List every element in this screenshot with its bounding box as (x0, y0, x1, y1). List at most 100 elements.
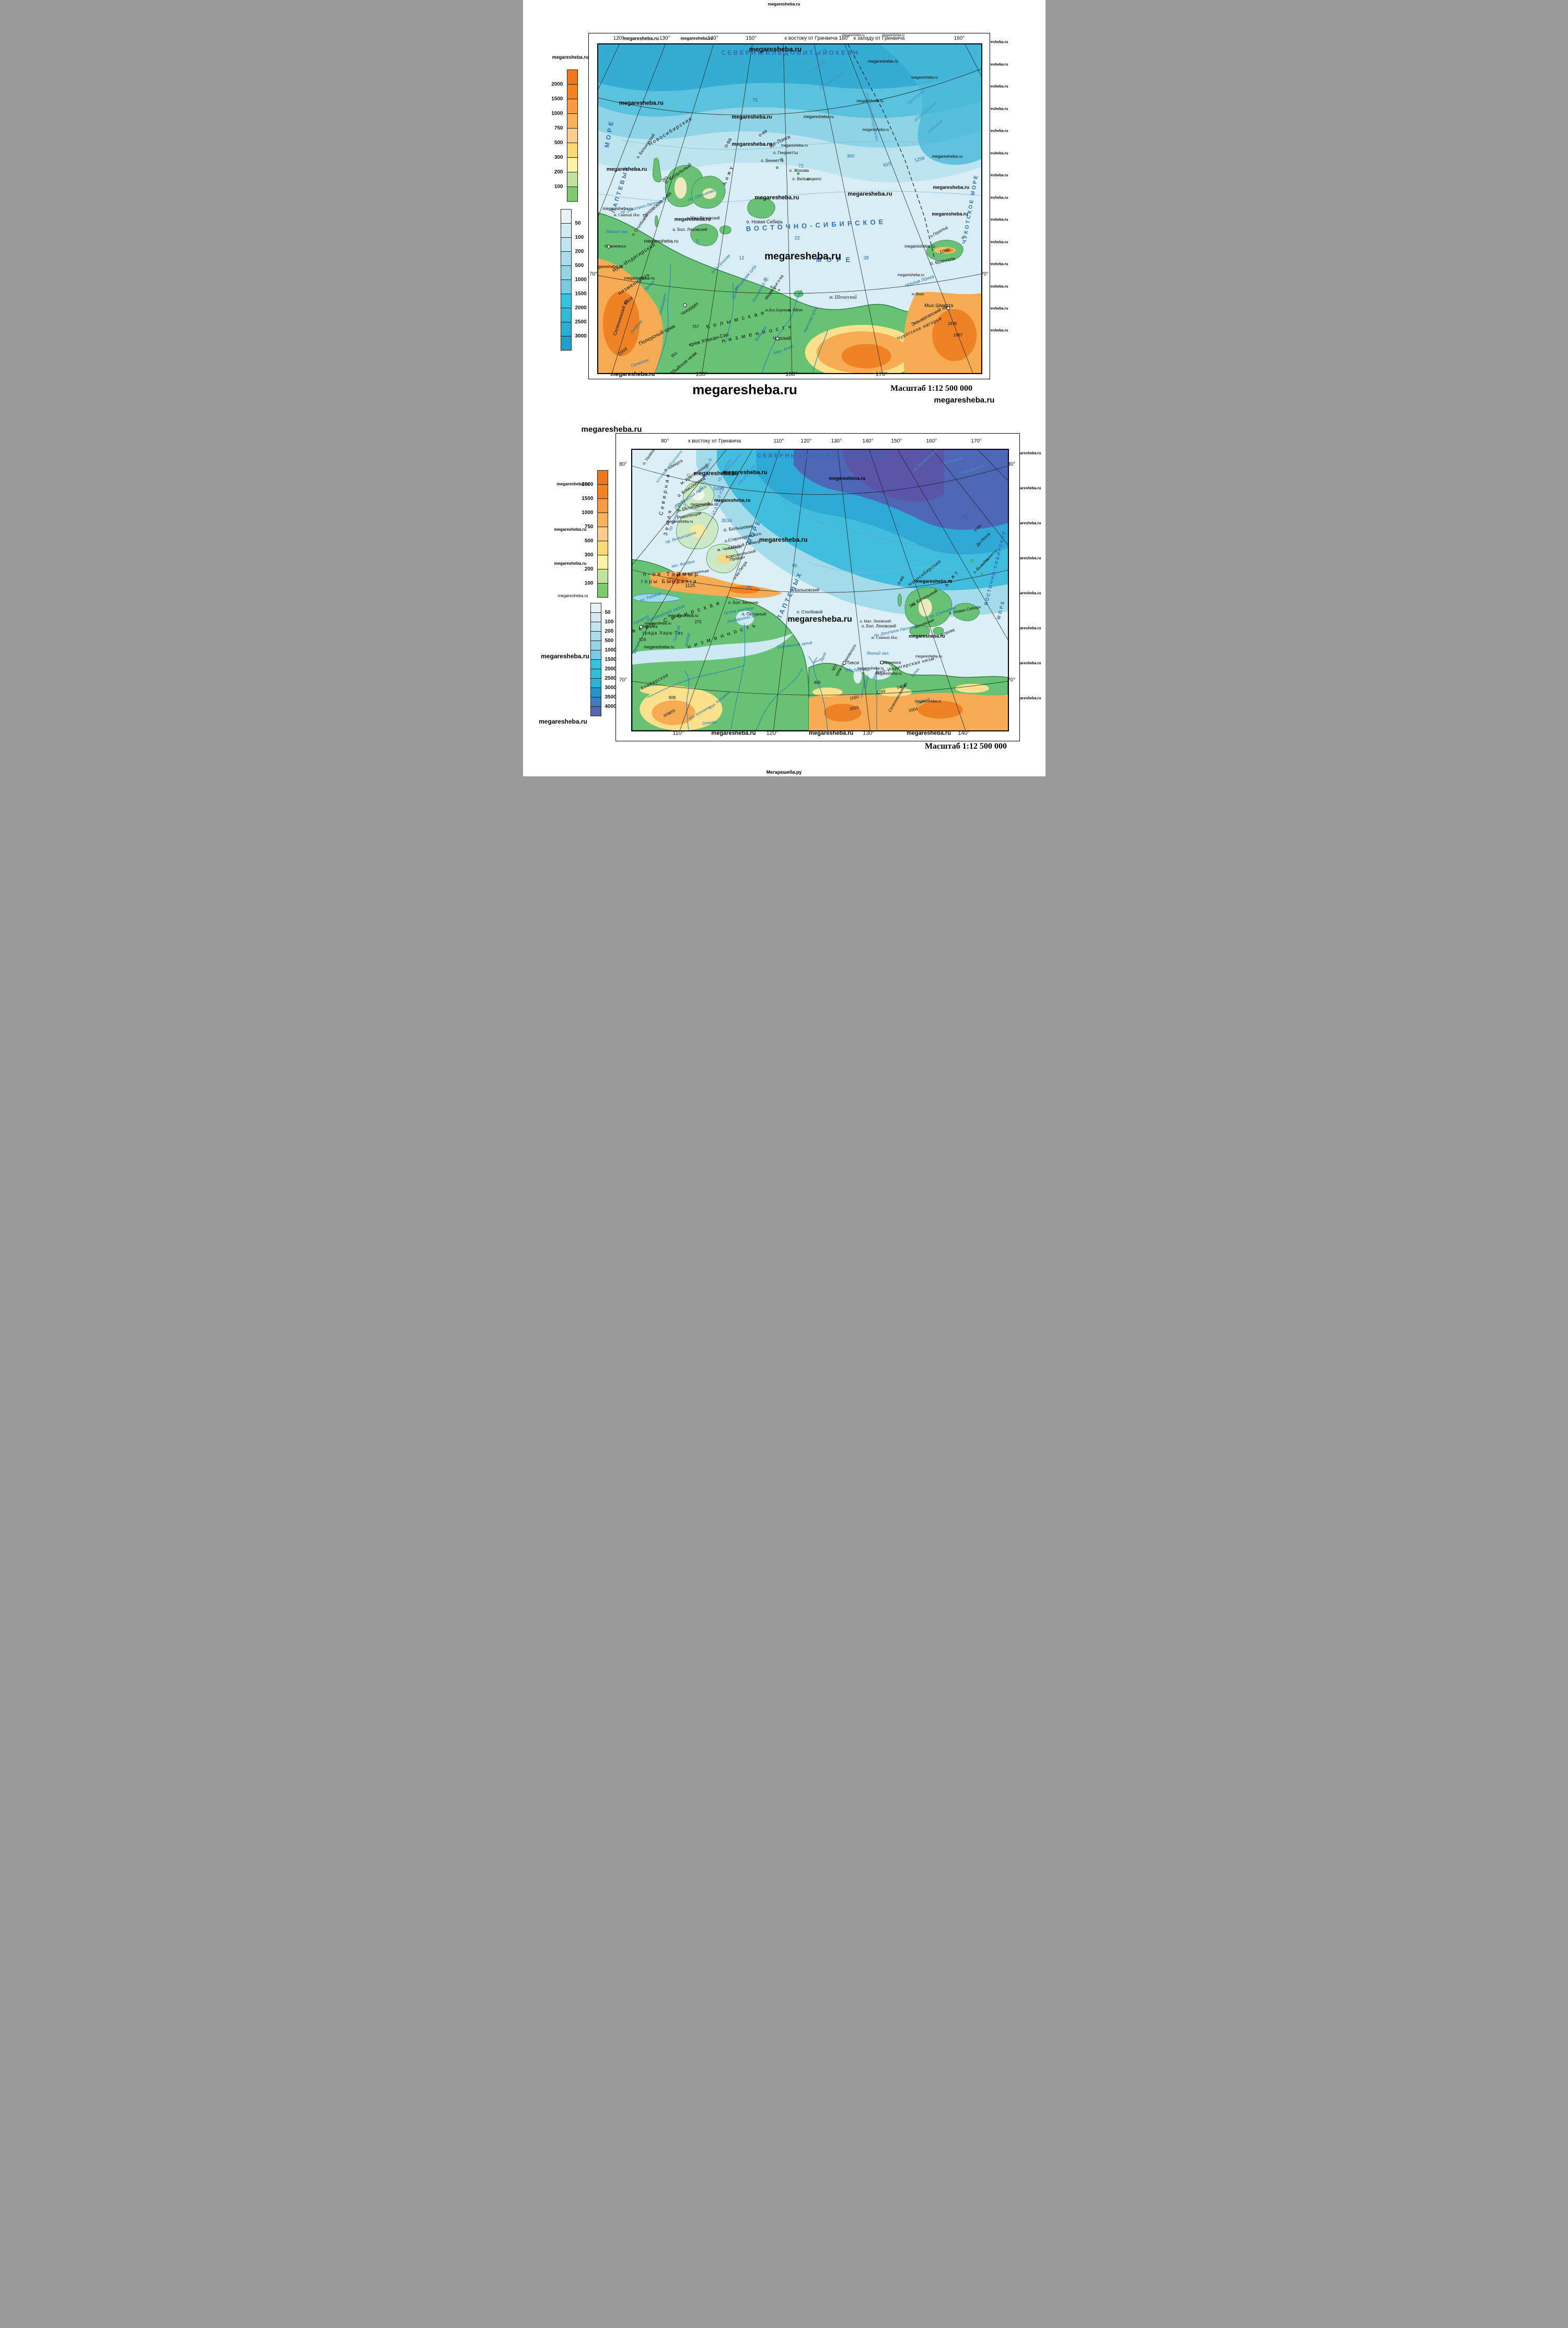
watermark: megaresheba.ru (980, 129, 1008, 133)
watermark: megaresheba.ru (552, 54, 589, 60)
longitude-label: 160° (954, 35, 965, 41)
watermark: megaresheba.ru (934, 395, 995, 405)
map-label: 4 (763, 276, 766, 282)
map-label: 1299 (876, 689, 886, 695)
map-label: 2015 (849, 704, 860, 712)
map-label: о. Бол. Бегичев (728, 600, 759, 606)
watermark: megaresheba.ru (557, 593, 588, 598)
legend-value: 2000 (605, 666, 617, 672)
map-label: 908 (668, 695, 676, 700)
map-label: 38 (863, 255, 869, 261)
watermark: megaresheba.ru (768, 2, 800, 7)
legend-value: 2000 (575, 305, 587, 311)
watermark: megaresheba.ru (980, 40, 1008, 44)
watermark: megaresheba.ru (666, 520, 693, 524)
legend-value: 500 (575, 263, 584, 269)
watermark: megaresheba.ru (980, 152, 1008, 156)
watermark: megaresheba.ru (723, 469, 768, 476)
longitude-label: 160° (785, 371, 797, 378)
watermark: megaresheba.ru (980, 196, 1008, 200)
east-siberian-sea-label: МОРЕ (995, 599, 1006, 620)
longitude-label: 110° (773, 438, 784, 444)
map-label: Бол. Куонамка (688, 705, 712, 721)
legend-cell: 100 (585, 569, 608, 586)
map-label: котловина (805, 59, 827, 76)
watermark: megaresheba.ru (610, 371, 655, 378)
watermark: megaresheba.ru (904, 244, 935, 249)
longitude-label: 170° (875, 371, 888, 378)
map-label: Новосибирские (647, 115, 694, 147)
map-label: 12 (739, 255, 745, 261)
legend-cell: 1500 (551, 84, 578, 102)
map-label: Селенняхский хр. (612, 298, 630, 336)
map-label: о. Бол. Ляховский (672, 227, 707, 232)
map-label: о. Генриетты (773, 150, 798, 155)
watermark: megaresheba.ru (980, 285, 1008, 289)
map-label: Анабарское (639, 672, 670, 692)
watermark: megaresheba.ru (1013, 521, 1041, 526)
map-label: о-ва (896, 575, 905, 586)
legend-cell: 200 (560, 237, 584, 254)
legend-cell: 300 (585, 541, 608, 558)
watermark: megaresheba.ru (1013, 626, 1041, 631)
map-label: о-ва (757, 128, 768, 138)
watermark: megaresheba.ru (980, 262, 1008, 266)
map-label: горы Бырранга (641, 579, 698, 585)
map-label: 1125 (685, 583, 695, 588)
map-label: м.Бол.Баранов (765, 308, 791, 313)
legend-value: 500 (605, 638, 614, 644)
page-footer: Мегарешеба.ру (766, 770, 802, 775)
map-label: 757 (692, 324, 700, 329)
map-label: А н ж у (721, 165, 735, 187)
map-label: Нижнеянск (879, 660, 901, 665)
legend-cell: 4000 (590, 697, 617, 709)
legend-value: 300 (554, 155, 563, 160)
map-label: 360 (846, 153, 855, 159)
legend-value: 1000 (605, 647, 617, 653)
map-label: 5490 (713, 486, 724, 492)
map-label: м. Святой Нос (871, 635, 898, 641)
map-label: 75 (752, 97, 758, 103)
laptev-sea-label: МОРЕ (603, 118, 616, 148)
map-label: Ляховские (914, 618, 935, 630)
map-label: Подводников (818, 69, 845, 91)
watermark: megaresheba.ru (714, 497, 751, 503)
watermark: megaresheba.ru (731, 114, 772, 120)
map1-bottom-row: megaresheba.ru 150° 160° 170° (589, 371, 990, 378)
map-label: о. Столбовой (796, 610, 823, 615)
watermark: megaresheba.ru (980, 240, 1008, 245)
map-label: о. Врангеля (930, 255, 956, 266)
map-label: о. Песчаный (742, 611, 766, 616)
map-label: о. Беннетта (973, 557, 990, 575)
legend-value: 50 (575, 220, 581, 226)
watermark: megaresheba.ru (1013, 696, 1041, 701)
east-siberian-sea-label: МОРЕ (816, 255, 855, 264)
map1-labels: С Е В Е Р Н Ы Й Л Е Д О В И Т Ы Й О К Е … (598, 44, 981, 373)
watermark: megaresheba.ru (914, 700, 942, 704)
watermark: megaresheba.ru (1013, 556, 1041, 561)
longitude-label: 80° (661, 438, 669, 444)
map-label: 1560 (849, 694, 860, 701)
watermark: megaresheba.ru (554, 561, 587, 566)
legend-cell: 1500 (590, 650, 617, 662)
watermark: megaresheba.ru (875, 672, 902, 676)
legend-value: 200 (605, 628, 614, 634)
map-label: 1836 (947, 321, 957, 326)
map-label: Лена (819, 651, 828, 663)
longitude-label: 180° (839, 35, 850, 41)
map-label: Янский зал. (866, 651, 890, 656)
map-label: Уяндина (629, 319, 643, 335)
watermark: megaresheba.ru (980, 218, 1008, 222)
longitude-label: 130° (863, 730, 875, 737)
legend-cell: 2000 (551, 69, 578, 87)
latitude-label: 70° (619, 677, 628, 683)
watermark: megaresheba.ru (829, 475, 866, 481)
watermark: megaresheba.ru (980, 107, 1008, 111)
watermark: megaresheba.ru (980, 173, 1008, 178)
map-label: Мал. Куонамка (708, 691, 730, 710)
map-label: о-ва Петра (732, 560, 749, 580)
legend-cell: 750 (585, 513, 608, 530)
legend-cell: 100 (590, 612, 613, 625)
watermark: megaresheba.ru (803, 114, 834, 119)
watermark: megaresheba.ru (644, 238, 679, 244)
